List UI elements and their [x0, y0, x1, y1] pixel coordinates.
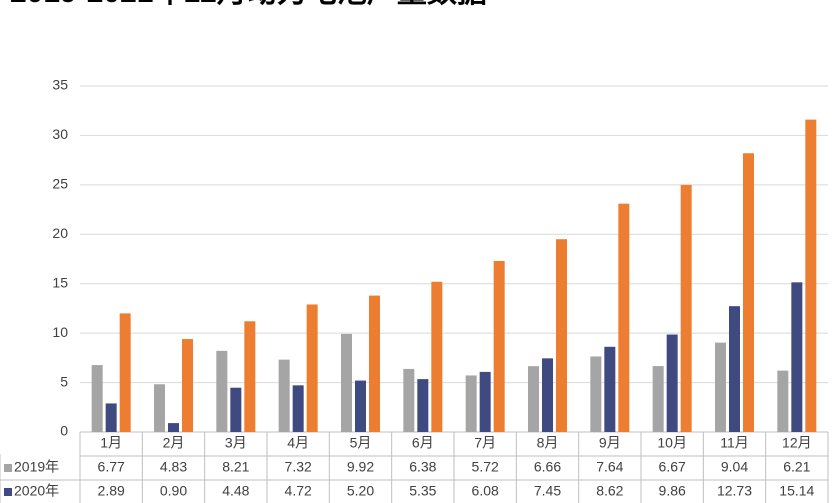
- legend-swatch: [4, 488, 12, 496]
- table-value: 8.62: [596, 483, 623, 499]
- bar: [168, 423, 179, 432]
- bar: [355, 380, 366, 432]
- bar: [105, 403, 117, 432]
- table-value: 6.38: [409, 459, 436, 475]
- bar: [119, 313, 131, 432]
- bar: [743, 153, 754, 433]
- y-tick-label: 35: [52, 77, 68, 93]
- x-tick-label: 1月: [100, 435, 122, 451]
- x-tick-label: 8月: [537, 435, 559, 451]
- bar: [465, 375, 477, 432]
- bar: [154, 384, 165, 432]
- y-tick-label: 5: [60, 373, 68, 389]
- y-tick-label: 30: [52, 126, 68, 142]
- bar: [604, 346, 616, 432]
- bar: [341, 333, 352, 432]
- table-value: 7.64: [596, 459, 623, 475]
- y-tick-label: 25: [52, 176, 68, 192]
- bar: [791, 282, 803, 432]
- bar: [292, 385, 304, 432]
- bar: [244, 321, 256, 432]
- table-value: 2.89: [98, 483, 125, 499]
- table-value: 12.73: [717, 483, 752, 499]
- x-tick-label: 2月: [163, 435, 185, 451]
- table-value: 7.32: [285, 459, 312, 475]
- table-value: 9.86: [659, 483, 686, 499]
- table-value: 4.83: [160, 459, 187, 475]
- bar: [431, 281, 443, 432]
- bar: [777, 370, 789, 432]
- bar: [91, 365, 103, 432]
- x-tick-label: 3月: [225, 435, 247, 451]
- y-tick-label: 15: [52, 274, 68, 290]
- table-value: 6.08: [472, 483, 499, 499]
- bar: [618, 203, 630, 432]
- bar: [493, 260, 505, 432]
- bar: [528, 366, 539, 432]
- bar: [542, 358, 553, 432]
- table-value: 9.04: [721, 459, 748, 475]
- bar: [680, 184, 692, 432]
- y-tick-label: 10: [52, 324, 68, 340]
- table-value: 9.92: [347, 459, 374, 475]
- x-tick-label: 6月: [412, 435, 434, 451]
- bar: [805, 119, 817, 433]
- table-value: 7.45: [534, 483, 561, 499]
- table-value: 15.14: [779, 483, 814, 499]
- table-value: 4.48: [222, 483, 249, 499]
- bar: [590, 356, 602, 432]
- bar: [278, 359, 290, 432]
- y-tick-label: 0: [60, 423, 68, 439]
- bar: [715, 342, 726, 432]
- table-value: 0.90: [160, 483, 187, 499]
- bar: [556, 239, 567, 432]
- table-value: 6.66: [534, 459, 561, 475]
- legend-swatch: [4, 464, 12, 472]
- bar: [652, 366, 664, 432]
- bar: [666, 334, 678, 432]
- bar: [230, 387, 242, 432]
- y-tick-label: 20: [52, 225, 68, 241]
- x-tick-label: 7月: [474, 435, 496, 451]
- bar: [479, 371, 491, 432]
- table-value: 5.72: [472, 459, 499, 475]
- bar: [403, 368, 415, 432]
- bar: [306, 304, 318, 432]
- table-value: 5.20: [347, 483, 374, 499]
- legend-label: 2019年: [14, 459, 59, 475]
- x-tick-label: 11月: [720, 435, 749, 451]
- table-value: 6.67: [659, 459, 686, 475]
- bar: [182, 339, 193, 432]
- x-tick-label: 9月: [599, 435, 621, 451]
- bar: [417, 379, 429, 432]
- x-tick-label: 4月: [287, 435, 309, 451]
- bar: [729, 306, 740, 432]
- bar: [369, 295, 380, 432]
- x-tick-label: 10月: [657, 435, 687, 451]
- table-value: 5.35: [409, 483, 436, 499]
- chart-title: 2019-2021年12月动力电池产量数据: [10, 0, 487, 9]
- bar: [216, 350, 228, 432]
- table-value: 8.21: [222, 459, 249, 475]
- x-tick-label: 12月: [782, 435, 812, 451]
- x-tick-label: 5月: [350, 435, 372, 451]
- table-value: 6.77: [98, 459, 125, 475]
- table-value: 6.21: [783, 459, 810, 475]
- legend-label: 2020年: [14, 483, 59, 499]
- table-value: 4.72: [285, 483, 312, 499]
